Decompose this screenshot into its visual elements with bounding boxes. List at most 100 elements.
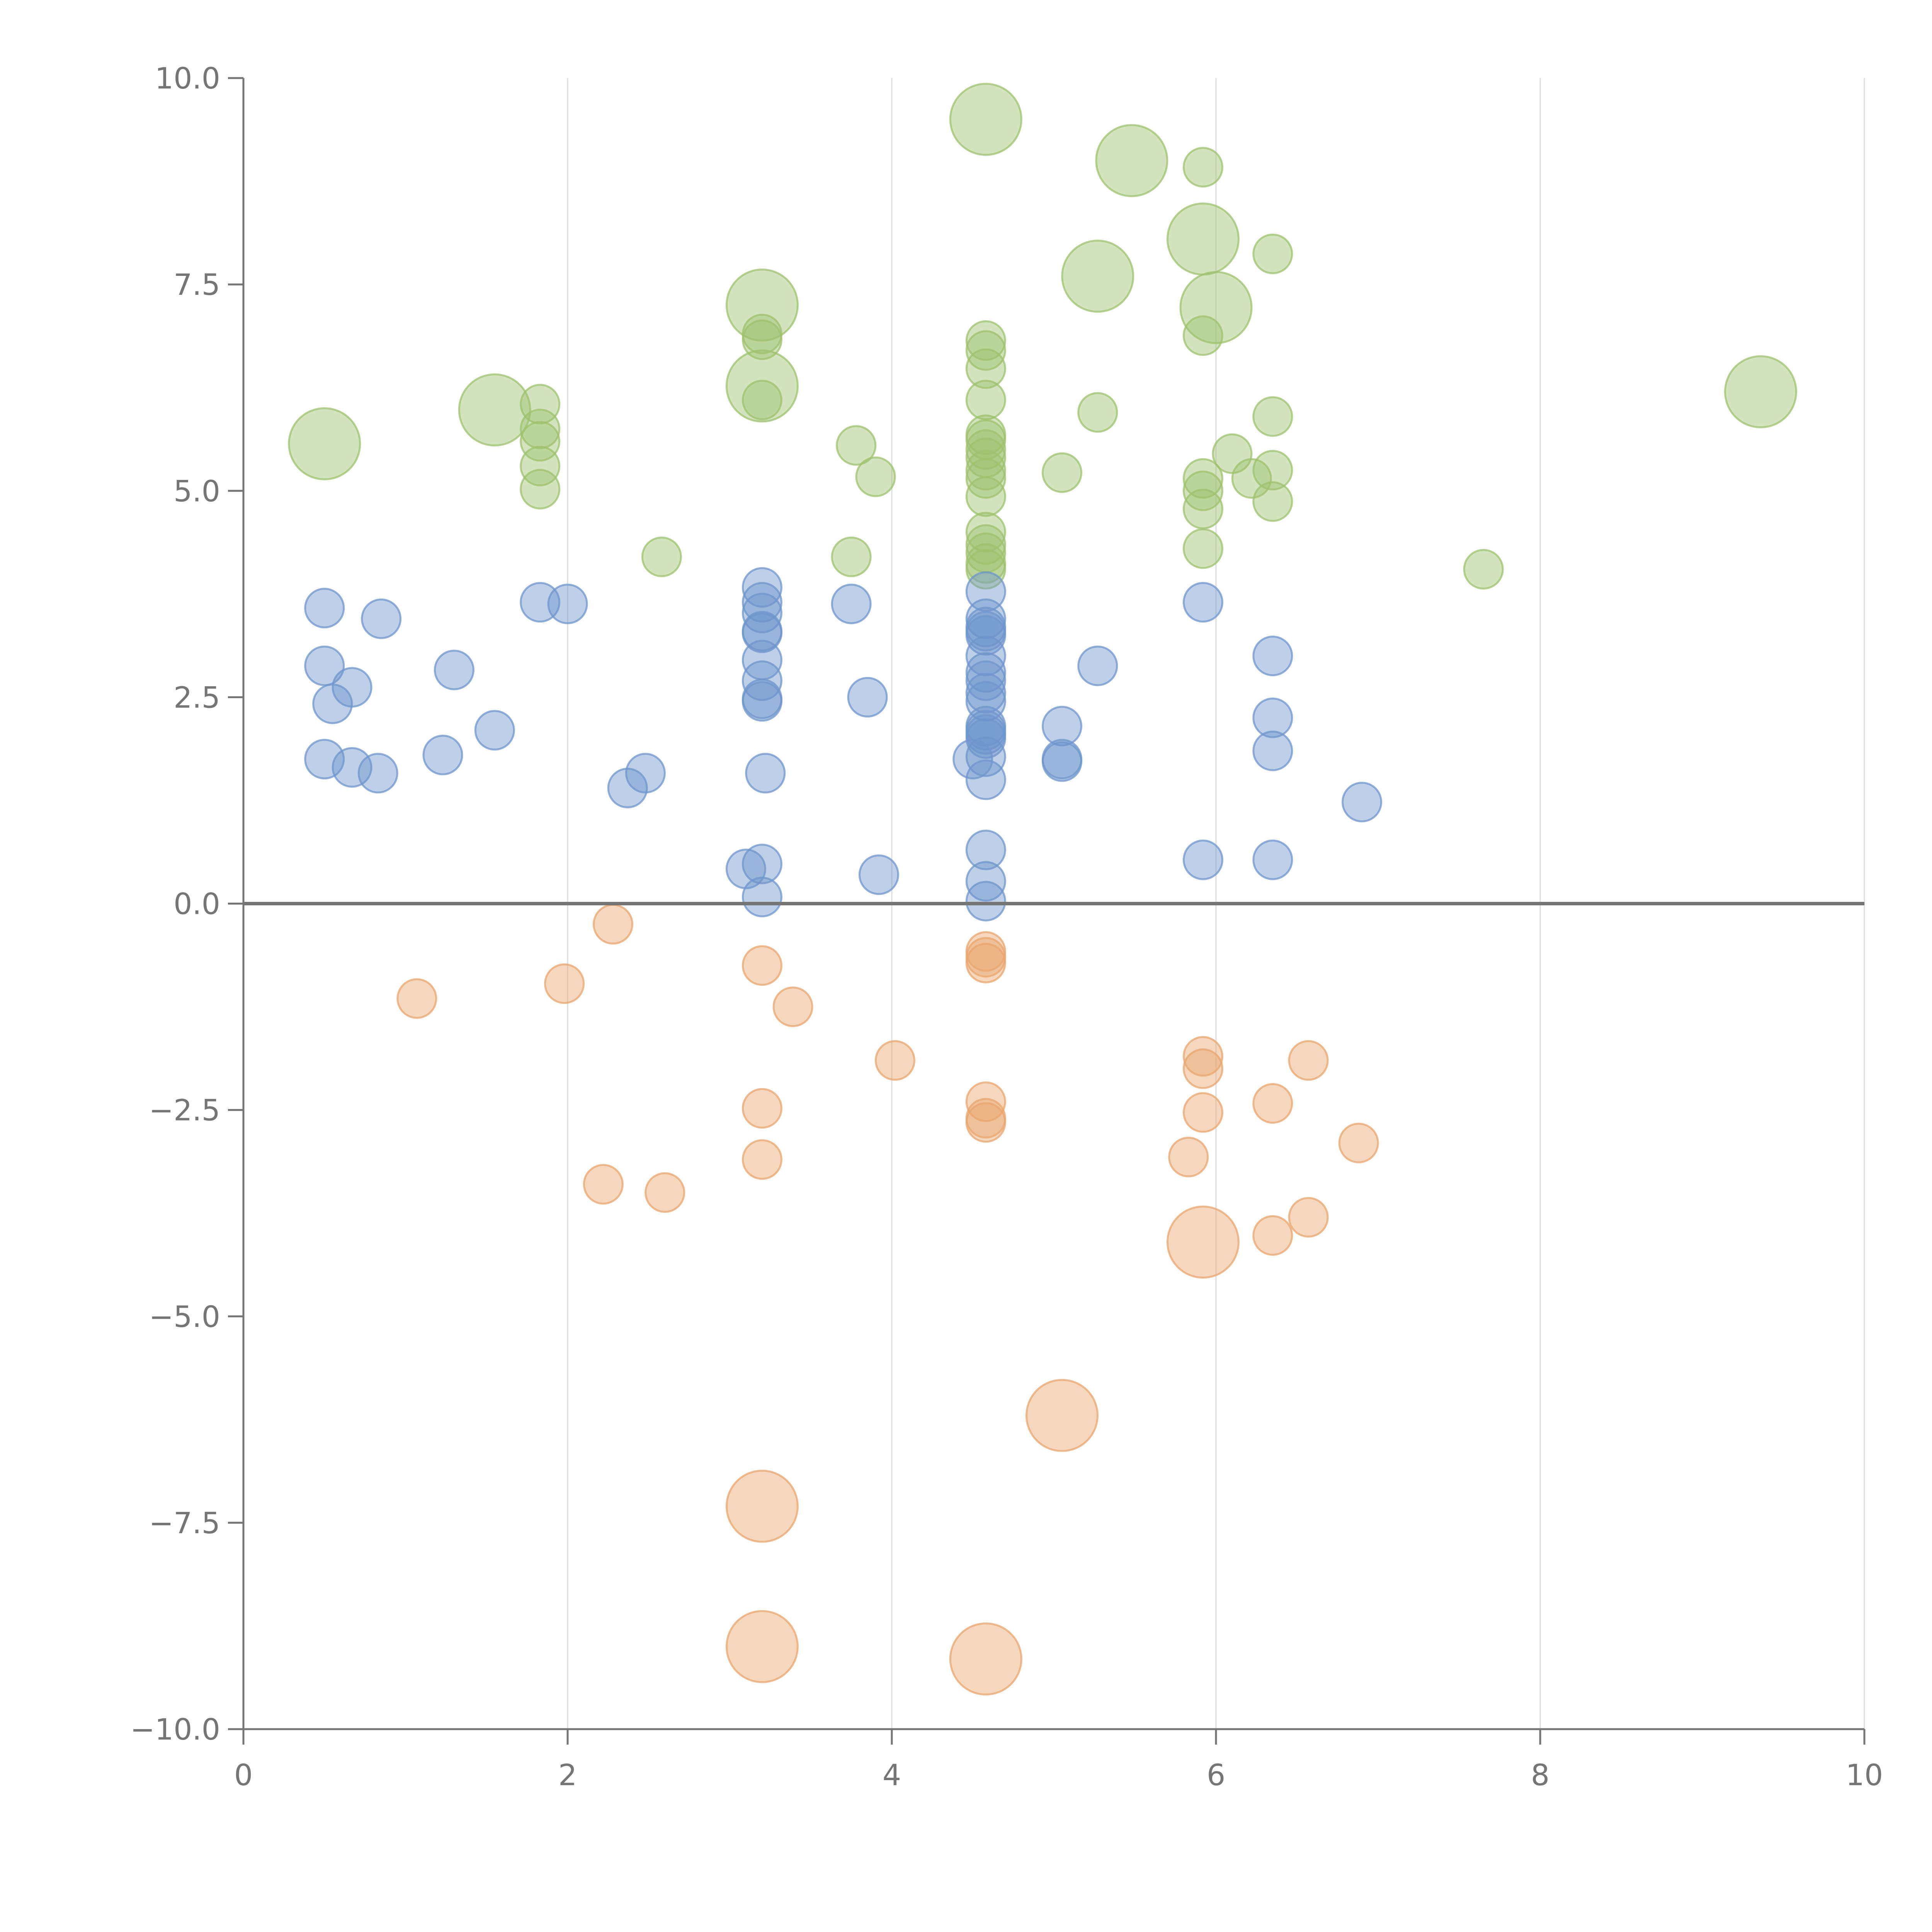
data-point-green (855, 456, 896, 497)
x-tick-label: 0 (234, 1758, 253, 1792)
points-layer (288, 83, 1798, 1696)
data-point-green (725, 349, 799, 423)
x-tick-label: 8 (1531, 1758, 1549, 1792)
y-tick-label: 5.0 (173, 474, 220, 508)
data-point-green (1252, 450, 1293, 491)
data-point-blue (1182, 839, 1223, 880)
data-point-blue (742, 844, 782, 884)
data-point-orange (772, 986, 813, 1027)
data-point-green (520, 446, 561, 486)
data-point-orange (1182, 1092, 1223, 1133)
data-point-green (1231, 458, 1272, 499)
data-point-green (965, 320, 1006, 361)
data-point-orange (742, 1088, 782, 1129)
data-point-blue (1252, 636, 1293, 677)
y-tick-label: −7.5 (149, 1506, 220, 1540)
data-point-blue (361, 598, 402, 639)
data-point-green (965, 476, 1006, 517)
data-point-blue (742, 660, 782, 701)
data-point-orange (725, 1469, 799, 1543)
data-point-blue (965, 673, 1006, 714)
data-point-blue (858, 854, 899, 895)
leader-line (772, 394, 785, 422)
data-point-blue (1182, 582, 1223, 623)
data-point-blue (965, 615, 1006, 656)
leader-line (1221, 227, 1248, 235)
x-tick-label: 2 (558, 1758, 577, 1792)
data-point-blue (304, 739, 345, 780)
data-point-orange (1288, 1040, 1329, 1081)
data-point-green (458, 373, 531, 447)
data-point-green (965, 549, 1006, 590)
data-point-green (1182, 528, 1223, 569)
data-point-orange (1288, 1197, 1329, 1238)
data-point-green (1182, 470, 1223, 511)
data-point-orange (1182, 1036, 1223, 1077)
data-point-blue (304, 588, 345, 629)
data-point-blue (607, 767, 648, 808)
data-point-orange (1252, 1215, 1293, 1256)
data-point-green (1182, 315, 1223, 356)
data-point-orange (1252, 1083, 1293, 1124)
data-point-green (1252, 233, 1293, 274)
data-point-blue (742, 681, 782, 722)
data-point-blue (745, 753, 786, 794)
data-point-blue (965, 881, 1006, 922)
data-point-green (288, 407, 361, 480)
data-point-orange (949, 1622, 1022, 1696)
data-point-green (1252, 481, 1293, 522)
leader-line (997, 1655, 1028, 1658)
data-point-green (965, 512, 1006, 553)
data-point-green (831, 536, 872, 577)
data-point-orange (965, 1081, 1006, 1122)
data-point-green (1077, 392, 1118, 433)
data-point-green (1252, 396, 1293, 437)
data-point-green (1182, 488, 1223, 529)
data-point-blue (965, 759, 1006, 800)
data-point-green (1182, 147, 1223, 188)
label-leader-lines (330, 107, 1256, 1658)
data-point-green (965, 348, 1006, 389)
data-point-green (965, 330, 1006, 371)
x-tick-label: 4 (883, 1758, 901, 1792)
data-point-blue (965, 830, 1006, 871)
data-point-orange (1338, 1122, 1379, 1163)
data-point-green (520, 408, 561, 449)
data-point-green (742, 379, 782, 420)
data-point-green (836, 425, 877, 466)
data-point-green (641, 536, 682, 577)
data-point-green (520, 469, 561, 510)
data-point-green (1166, 202, 1240, 276)
data-point-blue (1252, 839, 1293, 880)
data-point-orange (1168, 1136, 1209, 1177)
data-point-blue (1041, 706, 1082, 747)
y-tick-label: 10.0 (155, 61, 220, 95)
data-point-blue (357, 753, 398, 794)
data-point-blue (965, 736, 1006, 777)
x-tick-label: 10 (1846, 1758, 1883, 1792)
leader-line (330, 409, 345, 437)
data-point-blue (1342, 782, 1383, 823)
y-tick-label: 7.5 (173, 267, 220, 302)
data-point-green (1041, 452, 1082, 493)
data-point-green (1095, 124, 1168, 197)
data-point-blue (742, 582, 782, 623)
data-point-green (965, 458, 1006, 499)
data-point-blue (304, 645, 345, 686)
data-point-blue (422, 735, 463, 776)
data-point-blue (312, 683, 353, 724)
leader-line (772, 277, 797, 300)
data-point-orange (1182, 1048, 1223, 1089)
y-tick-label: 2.5 (173, 680, 220, 714)
data-point-orange (1166, 1205, 1240, 1279)
y-tick-label: −5.0 (149, 1299, 220, 1334)
data-point-green (965, 429, 1006, 470)
axes-layer: 0 2 4 6 8 10 10.0 7.5 5.0 2.5 0.0 −2.5 −5.0 −7.5 −10.0 (130, 61, 1883, 1792)
data-point-orange (396, 978, 437, 1019)
data-point-blue (474, 710, 515, 751)
data-point-green (949, 83, 1022, 156)
data-point-orange (742, 1139, 782, 1180)
y-tick-label: −10.0 (130, 1712, 220, 1747)
data-point-blue (1252, 697, 1293, 738)
